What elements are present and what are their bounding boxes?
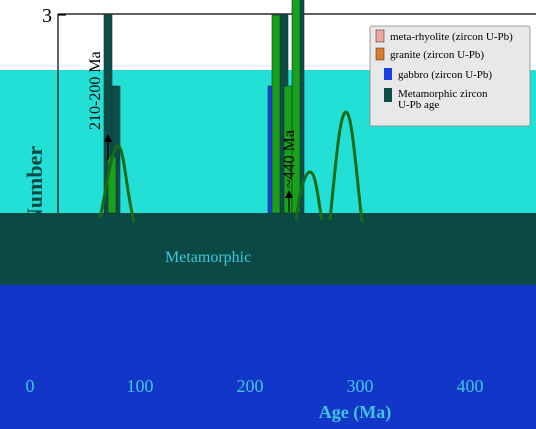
x-tick-label: 0 (26, 376, 35, 396)
legend-swatch-metamorphic (384, 88, 392, 102)
band-mid (0, 213, 536, 285)
legend-label-metamorphic-line1: Metamorphic zircon (398, 88, 488, 100)
legend: meta-rhyolite (zircon U-Pb) granite (zir… (369, 25, 531, 127)
annotation-210-200: 210-200 Ma (87, 51, 104, 130)
x-tick-label: 300 (347, 376, 374, 396)
arrow-440-head (285, 190, 293, 198)
arrow-210-head (104, 134, 112, 142)
legend-label-gabbro: gabbro (zircon U-Pb) (398, 69, 492, 81)
bar (271, 14, 281, 214)
legend-swatch-granite (375, 47, 385, 61)
legend-label-meta-rhyolite: meta-rhyolite (zircon U-Pb) (390, 31, 513, 43)
density-curve-3 (328, 110, 364, 223)
x-tick-label: 200 (237, 376, 264, 396)
legend-box (369, 25, 531, 127)
x-ticks: 0 100 200 300 400 (26, 376, 484, 396)
density-curve-2 (294, 170, 324, 221)
density-curve-1 (98, 144, 136, 223)
annotation-metamorphic: Metamorphic (165, 249, 251, 266)
legend-label-granite: granite (zircon U-Pb) (390, 49, 484, 61)
legend-swatch-meta-rhyolite (375, 29, 385, 43)
y-ticks: 345 (42, 5, 66, 27)
x-tick-label: 400 (457, 376, 484, 396)
legend-swatch-gabbro (384, 68, 392, 80)
y-tick-label: 3 (42, 5, 52, 27)
annotation-440: ~440 Ma (281, 130, 298, 188)
legend-label-metamorphic: Metamorphic zircon U-Pb age (398, 88, 490, 111)
band-low (0, 285, 536, 429)
x-tick-label: 100 (127, 376, 154, 396)
legend-label-metamorphic-line2: U-Pb age (398, 99, 439, 111)
x-axis-label: Age (Ma) (319, 402, 391, 423)
y-axis-label: Number (22, 146, 47, 224)
